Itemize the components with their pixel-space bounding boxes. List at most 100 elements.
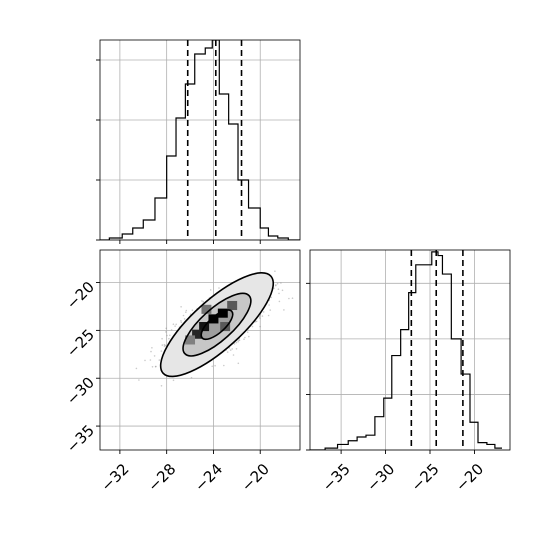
scatter-point [209, 289, 212, 291]
scatter-point [165, 331, 167, 333]
scatter-point [166, 334, 168, 337]
scatter-point [169, 334, 171, 337]
scatter-point [182, 314, 185, 317]
scatter-point [163, 343, 166, 346]
density-cell [217, 308, 228, 318]
panel-joint: −32 −28 −24 −20 −20 −25 −30 −35 [63, 249, 301, 495]
scatter-point [237, 339, 240, 341]
contour-line [159, 272, 275, 378]
scatter-point [229, 349, 232, 351]
x-tick-label: −25 [408, 460, 443, 495]
density-cell [208, 314, 219, 324]
scatter-point [246, 331, 249, 334]
scatter-point [277, 288, 280, 291]
scatter-point [175, 323, 177, 326]
histogram-layer [100, 40, 300, 240]
scatter-point [180, 320, 182, 322]
scatter-point [180, 321, 183, 324]
scatter-point [243, 338, 245, 341]
contour-line [182, 292, 252, 357]
scatter-point [288, 297, 290, 300]
density-cell [201, 304, 212, 314]
scatter-point [138, 379, 140, 381]
density-cell [227, 300, 238, 311]
scatter-point [172, 323, 175, 326]
scatter-point [244, 336, 246, 339]
scatter-point [160, 385, 163, 387]
scatter-point [165, 327, 167, 330]
density-cell [220, 322, 231, 332]
scatter-point [258, 316, 261, 318]
histogram-step [100, 40, 300, 240]
scatter-point [185, 309, 188, 312]
scatter-point [268, 304, 270, 306]
scatter-point [223, 364, 225, 367]
density-layer [135, 270, 294, 387]
histogram-step [310, 251, 502, 450]
scatter-point [161, 337, 163, 340]
axes-frame [99, 249, 301, 451]
y-tick-label: −30 [63, 374, 98, 409]
y-tick-label: −20 [63, 278, 98, 313]
scatter-point [180, 306, 182, 308]
scatter-point [135, 367, 138, 370]
scatter-point [160, 350, 163, 352]
scatter-point [218, 287, 220, 289]
x-tick-label: −20 [452, 460, 487, 495]
scatter-point [274, 284, 277, 287]
scatter-point [158, 359, 161, 361]
scatter-point [291, 297, 294, 300]
scatter-point [174, 325, 176, 327]
scatter-point [248, 335, 250, 338]
density-cell [192, 329, 203, 339]
x-tick-label: −35 [319, 460, 354, 495]
scatter-point [237, 362, 240, 365]
scatter-point [283, 309, 285, 311]
x-tick-label: −30 [363, 460, 398, 495]
scatter-point [269, 309, 272, 311]
scatter-point [155, 365, 157, 368]
scatter-point [168, 337, 170, 340]
scatter-point [170, 329, 173, 331]
scatter-point [261, 315, 264, 317]
scatter-point [267, 314, 270, 317]
y-tick-label: −35 [63, 421, 98, 456]
scatter-point [211, 365, 213, 368]
scatter-point [280, 282, 282, 284]
scatter-point [235, 348, 238, 350]
scatter-point [154, 365, 157, 368]
scatter-point [164, 344, 167, 347]
scatter-point [201, 300, 203, 302]
scatter-point [231, 348, 233, 350]
scatter-point [172, 379, 175, 382]
scatter-point [191, 309, 194, 312]
scatter-point [254, 320, 257, 323]
scatter-point [153, 355, 156, 357]
scatter-point [185, 311, 187, 314]
scatter-point [276, 282, 279, 285]
x-tick-label: −32 [98, 460, 133, 495]
x-tick-label: −20 [238, 460, 273, 495]
axes-frame [309, 249, 511, 451]
scatter-point [251, 325, 254, 328]
scatter-point [144, 359, 146, 362]
scatter-point [233, 343, 236, 345]
scatter-point [183, 318, 186, 320]
y-tick-label: −25 [63, 326, 98, 361]
scatter-point [151, 347, 153, 349]
scatter-point [259, 317, 261, 320]
x-tick-label: −28 [144, 460, 179, 495]
scatter-point [262, 311, 265, 313]
scatter-point [214, 364, 216, 367]
scatter-point [237, 340, 239, 343]
scatter-point [149, 359, 152, 361]
scatter-point [202, 300, 205, 303]
scatter-point [238, 339, 241, 342]
scatter-point [270, 296, 273, 299]
scatter-point [259, 325, 261, 328]
contour-line [200, 309, 234, 341]
x-tick-label: −24 [191, 460, 226, 495]
scatter-point [151, 366, 154, 368]
axes-frame [99, 39, 301, 241]
